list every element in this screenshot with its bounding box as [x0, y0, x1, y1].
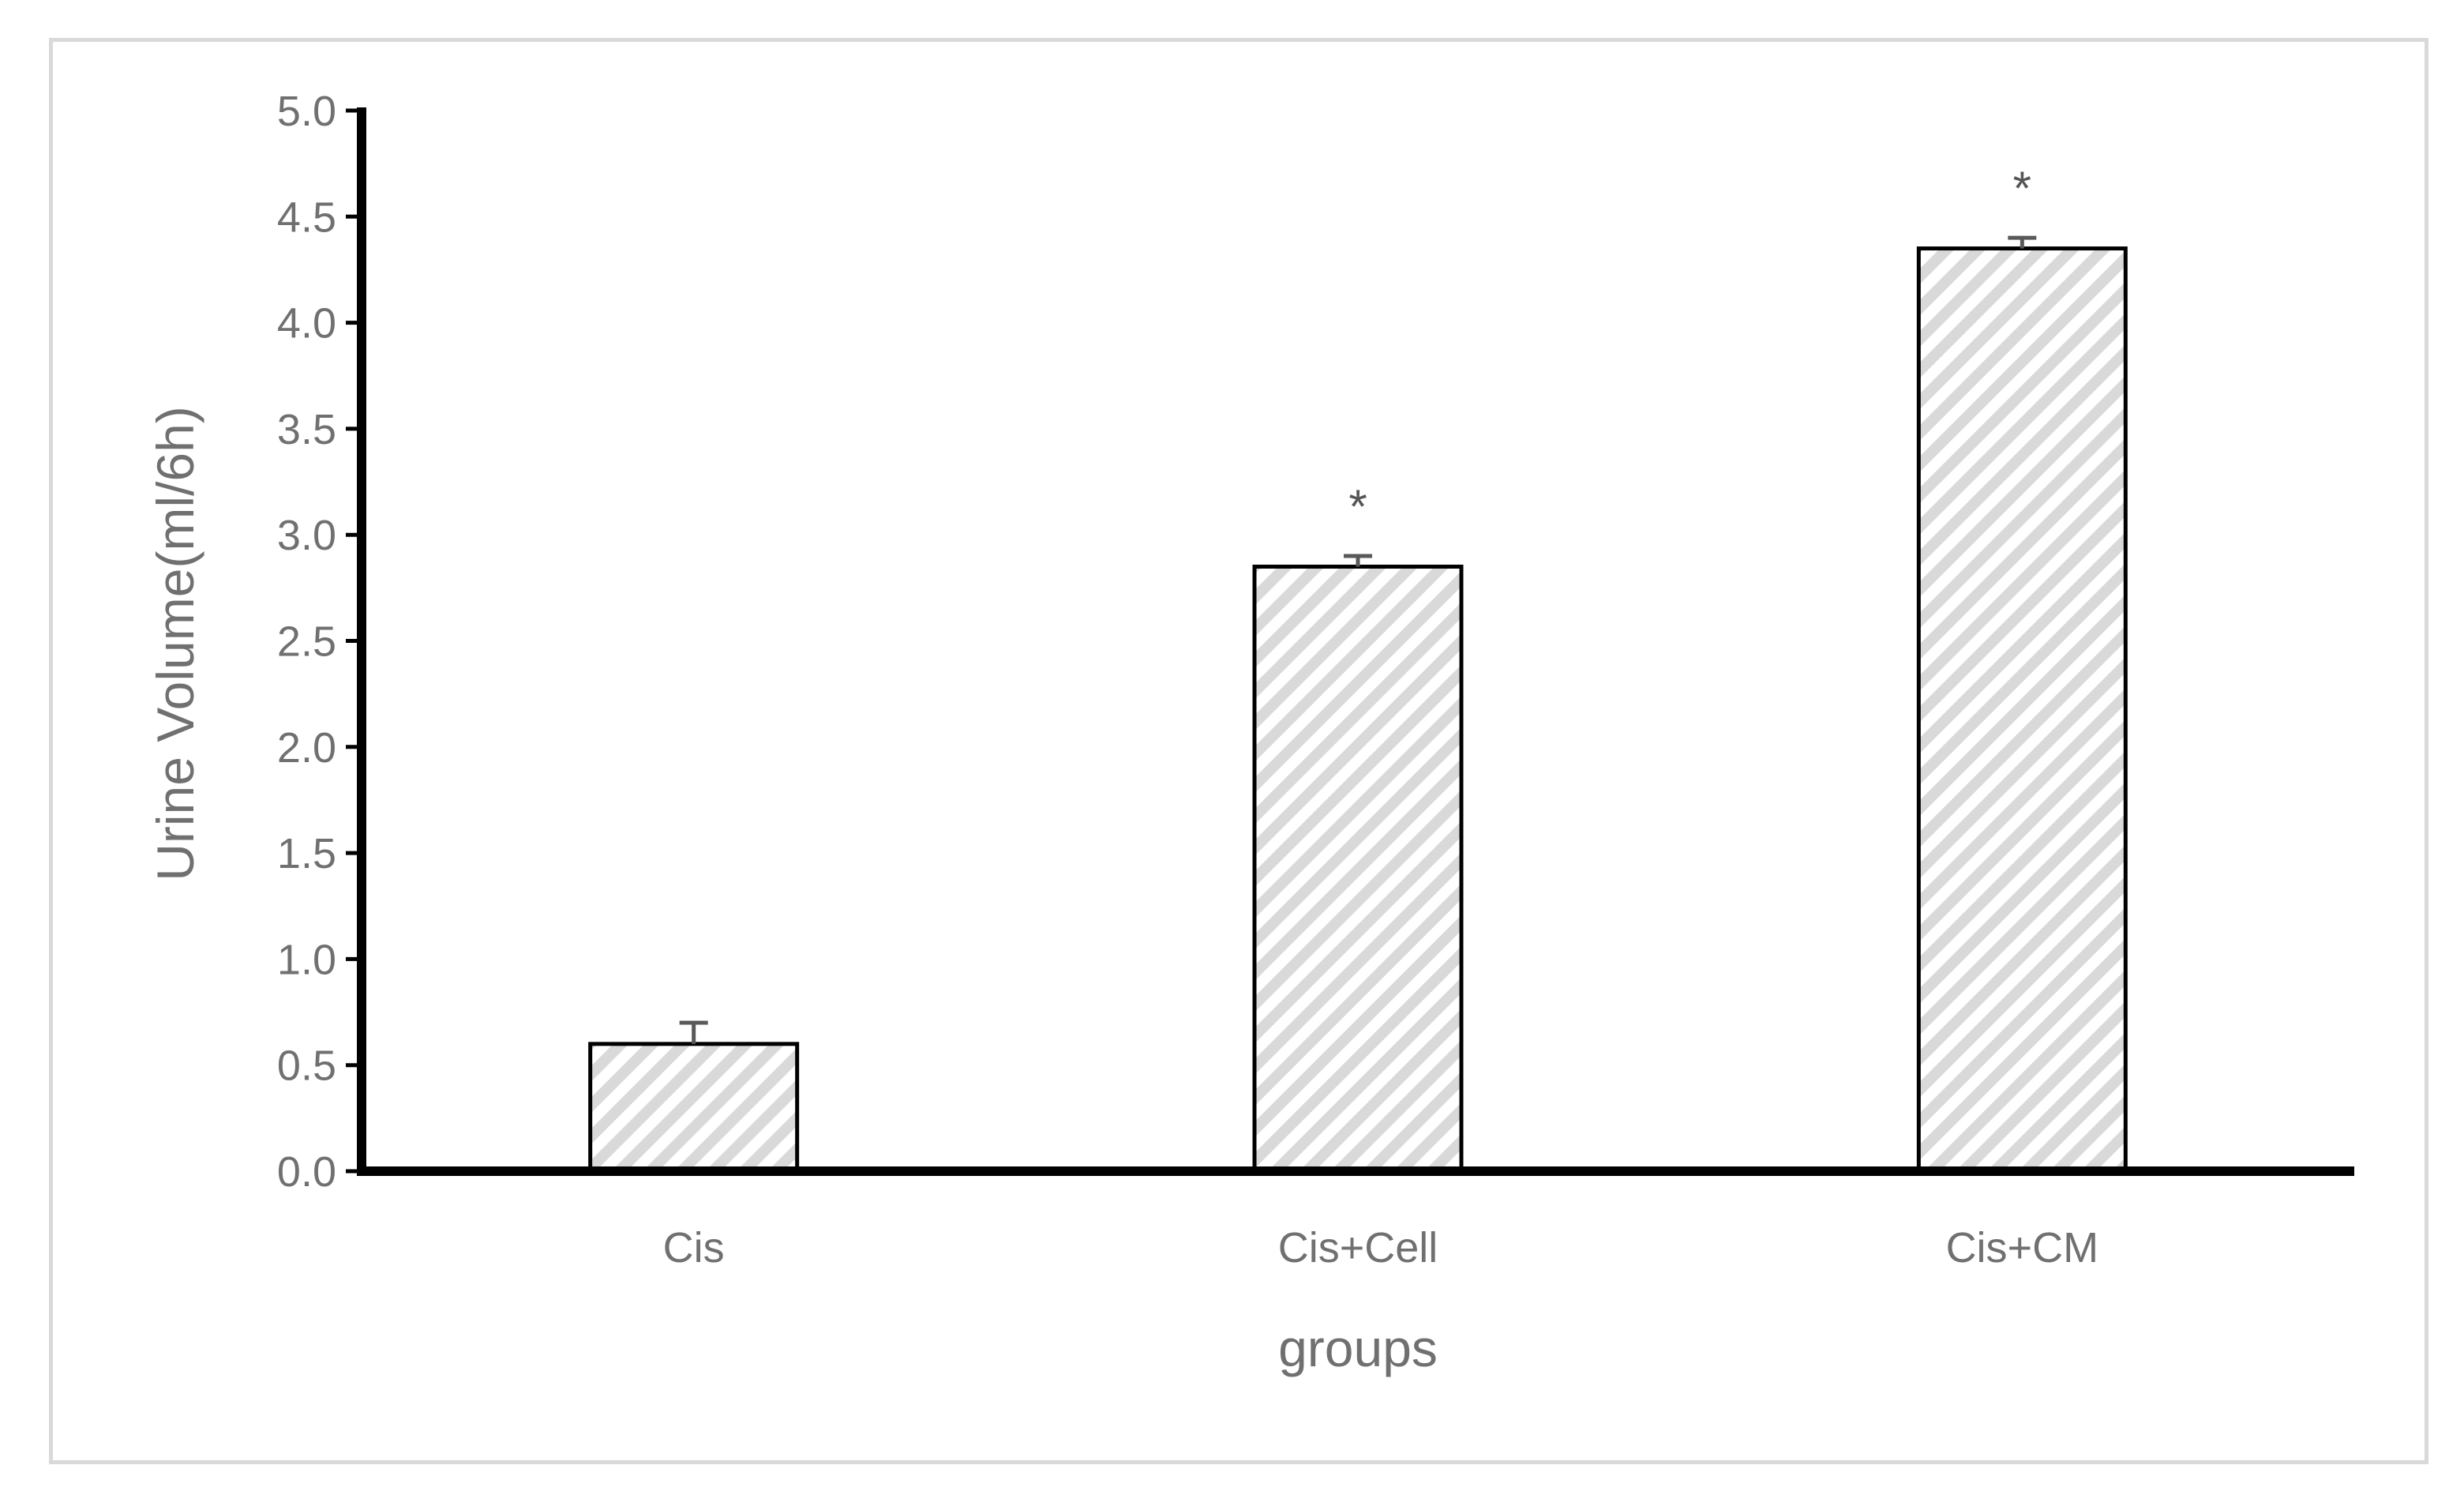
- y-tick-label: 0.5: [277, 1042, 336, 1090]
- y-tick-label: 2.5: [277, 618, 336, 666]
- x-tick-label: Cis: [663, 1224, 725, 1272]
- significance-marker: *: [1348, 480, 1367, 533]
- y-tick-label: 4.5: [277, 193, 336, 241]
- significance-marker: *: [2013, 162, 2031, 215]
- y-tick-label: 3.0: [277, 512, 336, 559]
- y-axis-title: Urine Volume(ml/6h): [146, 406, 204, 881]
- bar-cis: [588, 1042, 800, 1174]
- bars-layer: [588, 246, 2128, 1174]
- y-tick-label: 2.0: [277, 724, 336, 772]
- x-ticks-layer: Cis Cis+Cell Cis+CM: [663, 1224, 2098, 1272]
- bar-cis-cell: [1252, 564, 1464, 1174]
- y-tick-label: 1.5: [277, 830, 336, 877]
- y-tick-label: 5.0: [277, 88, 336, 135]
- y-tick-label: 3.5: [277, 406, 336, 453]
- y-tick-label: 0.0: [277, 1148, 336, 1196]
- y-tick-label: 1.0: [277, 936, 336, 983]
- x-axis-title: groups: [1278, 1319, 1438, 1377]
- y-ticks-layer: 0.0 0.5 1.0 1.5 2.0 2.5 3.0 3.5 4.0 4.5 5.0: [277, 88, 362, 1196]
- bar-cis-cm: [1916, 246, 2128, 1174]
- x-tick-label: Cis+Cell: [1278, 1224, 1438, 1272]
- x-tick-label: Cis+CM: [1946, 1224, 2099, 1272]
- y-tick-label: 4.0: [277, 300, 336, 347]
- annotations-layer: **: [1348, 162, 2031, 533]
- error-bars-layer: [679, 235, 2037, 1044]
